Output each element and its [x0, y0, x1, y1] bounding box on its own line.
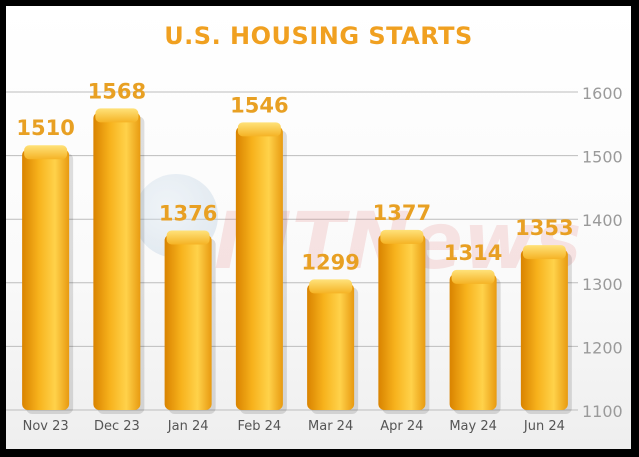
y-tick-label: 1500	[582, 148, 623, 167]
bar	[164, 230, 216, 414]
bar	[22, 145, 74, 415]
data-label: 1299	[301, 250, 359, 274]
bar	[307, 279, 359, 414]
data-label: 1314	[444, 241, 502, 265]
bar	[93, 108, 145, 415]
y-tick-label: 1300	[582, 275, 623, 294]
data-label: 1377	[373, 201, 431, 225]
data-label: 1353	[515, 216, 573, 240]
bar	[378, 229, 430, 414]
data-label: 1510	[16, 116, 74, 140]
x-tick-label: Apr 24	[380, 419, 423, 434]
bar	[449, 269, 501, 414]
y-tick-label: 1400	[582, 211, 623, 230]
bar-chart: MTNews 15101568137615461299137713141353 …	[6, 79, 623, 434]
data-label: 1376	[159, 201, 217, 225]
x-tick-label: Mar 24	[308, 419, 353, 434]
x-tick-label: Nov 23	[23, 419, 69, 434]
x-tick-label: Dec 23	[94, 419, 140, 434]
data-label: 1568	[88, 79, 146, 103]
y-tick-label: 1600	[582, 84, 623, 103]
bar	[520, 245, 572, 414]
x-tick-label: Jun 24	[523, 419, 565, 434]
x-tick-label: May 24	[449, 419, 497, 434]
bar	[235, 122, 287, 414]
y-tick-label: 1100	[582, 402, 623, 421]
x-tick-label: Jan 24	[167, 419, 209, 434]
chart-title: U.S. HOUSING STARTS	[164, 22, 473, 50]
y-tick-label: 1200	[582, 338, 623, 357]
x-tick-label: Feb 24	[238, 419, 282, 434]
data-label: 1546	[230, 93, 288, 117]
